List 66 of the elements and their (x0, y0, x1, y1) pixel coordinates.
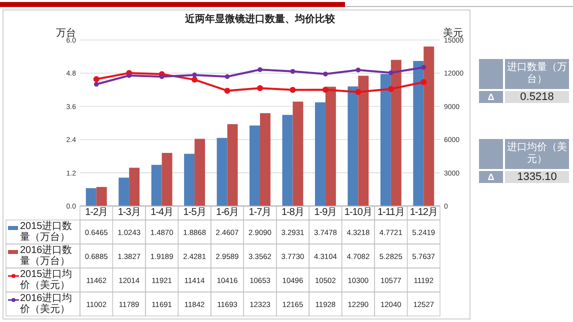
point (322, 86, 328, 93)
point (420, 79, 427, 86)
legend-label: 2016进口数量（万台） (20, 245, 74, 268)
point (257, 85, 263, 92)
point (224, 74, 230, 79)
bar (129, 168, 140, 206)
bar (413, 60, 424, 206)
point (258, 67, 262, 72)
point (323, 72, 328, 76)
chart-title: 近两年显微镜进口数量、均价比较 (184, 12, 336, 26)
point (192, 72, 197, 78)
bar (96, 186, 107, 206)
bar (282, 114, 293, 206)
point (290, 86, 296, 93)
bar (184, 154, 195, 206)
point (356, 68, 361, 72)
x-tick-label: 1-8月 (276, 207, 310, 221)
bar (424, 46, 434, 206)
text: 0.5218 (504, 90, 570, 104)
legend-label: 2015进口数量（万台） (20, 221, 74, 244)
point (192, 76, 198, 83)
bar (118, 178, 130, 206)
bar (314, 102, 326, 206)
bar (390, 60, 402, 206)
bar (358, 76, 369, 206)
text: 进口均价（美元） (504, 138, 570, 170)
point (159, 74, 164, 80)
x-tick-label: 1-10月 (342, 207, 375, 221)
x-tick-label: 1-11月 (374, 207, 408, 221)
bar (194, 138, 206, 206)
x-tick-label: 1-12月 (407, 207, 440, 221)
point (93, 76, 100, 82)
legend-label: 2015进口均价（美元） (20, 269, 74, 292)
point (388, 86, 394, 92)
bar (250, 126, 260, 206)
bar (348, 86, 358, 206)
x-tick-label: 1-9月 (309, 207, 342, 221)
bar (260, 113, 270, 206)
bar (380, 74, 391, 206)
y2-axis-title: 美元 (443, 26, 463, 39)
text: Δ (478, 90, 504, 104)
bar (325, 86, 336, 206)
point (224, 88, 230, 94)
legend-label: 2016进口均价（美元） (20, 293, 74, 317)
point (290, 68, 296, 74)
text: 进口数量（万台） (504, 58, 570, 90)
bar (151, 164, 162, 206)
bar (162, 152, 172, 206)
bar (227, 124, 238, 206)
bar (292, 102, 304, 206)
bar (86, 188, 96, 206)
x-tick-label: 1-6月 (210, 207, 244, 221)
x-tick-label: 1-3月 (112, 207, 146, 221)
x-tick-label: 1-5月 (178, 207, 211, 221)
text: Δ (478, 170, 504, 184)
y-axis-title: 万台 (55, 26, 76, 39)
text: 1335.10 (504, 170, 570, 184)
x-tick-label: 1-2月 (80, 207, 113, 221)
point (94, 82, 99, 87)
x-tick-label: 1-4月 (145, 207, 178, 221)
x-tick-label: 1-7月 (244, 207, 276, 221)
point (421, 64, 426, 70)
point (388, 70, 394, 76)
point (126, 73, 132, 78)
bar (216, 138, 228, 206)
point (355, 89, 362, 96)
